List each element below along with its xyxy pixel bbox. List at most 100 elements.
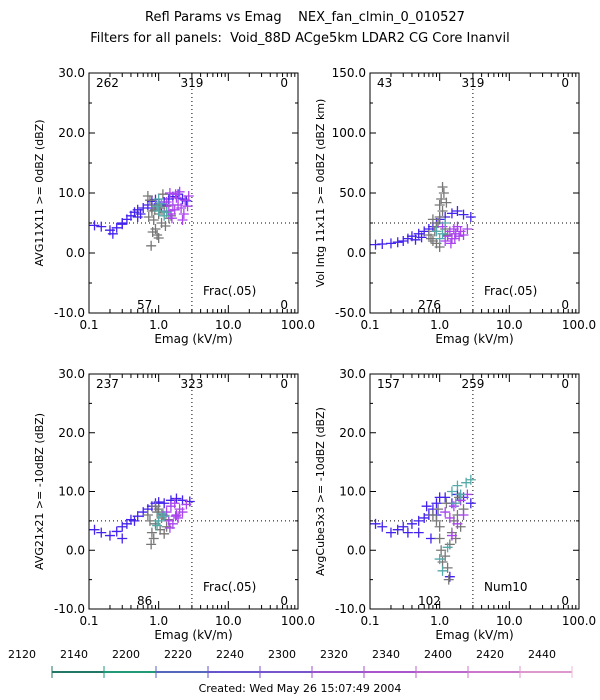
y-tick-label: 0.0: [66, 246, 85, 260]
data-point-marker: [446, 530, 457, 541]
y-tick-label: 0.0: [66, 543, 85, 557]
data-point-marker: [440, 236, 451, 246]
panels: -10.0 0.0 10.0 20.0 30.0 0.1 1.0 10.0 100.0 262 31…: [33, 66, 596, 642]
data-point-marker: [431, 498, 442, 509]
data-point-marker: [89, 220, 100, 231]
y-axis-label: Vol Intg 11x11 >= 0dBZ (dBZ km): [314, 99, 327, 288]
data-point-marker: [452, 518, 463, 529]
data-point-marker: [143, 212, 154, 222]
data-point-marker: [433, 504, 444, 515]
count-upper-left: 157: [377, 377, 400, 391]
data-point-marker: [111, 222, 122, 233]
data-point-marker: [465, 498, 476, 509]
data-point-marker: [452, 480, 463, 491]
data-point-marker: [458, 209, 469, 220]
data-point-marker: [446, 486, 457, 497]
data-point-marker: [402, 527, 413, 538]
data-point-marker: [377, 521, 388, 532]
data-point-marker: [153, 194, 164, 204]
data-point-marker: [132, 212, 143, 222]
y-tick-label: 10.0: [58, 186, 85, 200]
data-point-marker: [413, 515, 424, 526]
data-point-marker: [96, 527, 107, 538]
y-tick-label: 0.0: [347, 543, 366, 557]
data-point-marker: [153, 233, 164, 243]
data-point-marker: [370, 518, 381, 529]
data-point-marker: [410, 234, 421, 245]
data-point-marker: [444, 226, 455, 237]
y-tick-label: 20.0: [339, 426, 366, 440]
data-point-marker: [89, 524, 100, 535]
data-point-marker: [171, 493, 182, 504]
data-point-marker: [458, 510, 469, 520]
count-upper-left: 262: [96, 76, 119, 90]
x-axis-label: Emag (kV/m): [154, 332, 232, 346]
x-tick-label: 0.1: [79, 318, 98, 332]
x-tick-label: 1.0: [149, 318, 168, 332]
data-point-marker: [153, 515, 164, 526]
data-point-marker: [444, 512, 455, 523]
y-tick-label: 100.0: [332, 126, 366, 140]
data-point-marker: [170, 189, 181, 200]
scatter-panel: -50.0 0.0 50.0 100.0 150.0 0.1 1.0 10.0 100.0 43 3…: [314, 66, 596, 346]
data-point-marker: [392, 237, 403, 248]
data-point-marker: [146, 527, 157, 538]
data-point-marker: [161, 507, 172, 518]
data-point-marker: [161, 207, 172, 218]
y-tick-label: 150.0: [332, 66, 366, 80]
y-tick-label: 30.0: [339, 367, 366, 381]
count-lower-right: 0: [280, 594, 288, 608]
y-tick-label: 20.0: [58, 426, 85, 440]
y-tick-label: -50.0: [335, 306, 366, 320]
count-upper-left: 237: [96, 377, 119, 391]
data-point-marker: [434, 554, 445, 565]
scatter-panel: -10.0 0.0 10.0 20.0 30.0 0.1 1.0 10.0 100.0 157 25…: [314, 367, 596, 642]
data-point-marker: [178, 209, 189, 219]
colorbar-label: 2140: [60, 648, 88, 661]
x-tick-label: 10.0: [496, 318, 523, 332]
y-tick-label: 30.0: [58, 367, 85, 381]
data-point-marker: [434, 521, 445, 532]
data-point-marker: [450, 498, 461, 509]
x-tick-label: 0.1: [79, 614, 98, 628]
x-tick-label: 100.0: [562, 614, 596, 628]
data-point-marker: [465, 212, 476, 222]
data-point-marker: [96, 221, 107, 232]
colorbar-label: 2300: [268, 648, 296, 661]
data-point-marker: [111, 526, 122, 537]
colorbar-label: 2440: [528, 648, 556, 661]
created-timestamp: Created: Wed May 26 15:07:49 2004: [199, 682, 402, 695]
data-point-marker: [436, 194, 447, 204]
y-axis-label: AVG21x21 >= -10dBZ (dBZ): [33, 413, 46, 570]
y-tick-label: -10.0: [54, 306, 85, 320]
data-point-marker: [377, 239, 388, 249]
data-point-marker: [434, 200, 445, 210]
data-point-marker: [121, 518, 132, 529]
data-point-marker: [438, 188, 449, 198]
count-lower-left: 57: [137, 298, 152, 312]
count-upper-center: 259: [461, 377, 484, 391]
data-point-marker: [421, 501, 432, 512]
data-point-marker: [174, 186, 185, 197]
panel-annotation: Frac(.05): [203, 284, 256, 298]
data-point-marker: [442, 231, 453, 242]
plot-frame: [88, 373, 299, 610]
y-tick-label: 10.0: [58, 485, 85, 499]
count-lower-right: 0: [561, 298, 569, 312]
data-point-marker: [170, 511, 181, 522]
data-point-marker: [385, 527, 396, 538]
x-tick-label: 10.0: [215, 614, 242, 628]
data-point-marker: [169, 498, 180, 509]
data-point-marker: [156, 508, 167, 519]
x-tick-label: 0.1: [360, 318, 379, 332]
data-point-marker: [440, 551, 451, 562]
figure-subtitle: Filters for all panels: Void_88D ACge5km…: [90, 31, 509, 46]
data-point-marker: [436, 545, 447, 556]
y-tick-label: 10.0: [339, 485, 366, 499]
data-point-marker: [150, 501, 161, 512]
panel-annotation: Frac(.05): [484, 284, 537, 298]
data-point-marker: [441, 498, 452, 509]
data-point-marker: [104, 530, 115, 541]
y-tick-label: 50.0: [339, 186, 366, 200]
